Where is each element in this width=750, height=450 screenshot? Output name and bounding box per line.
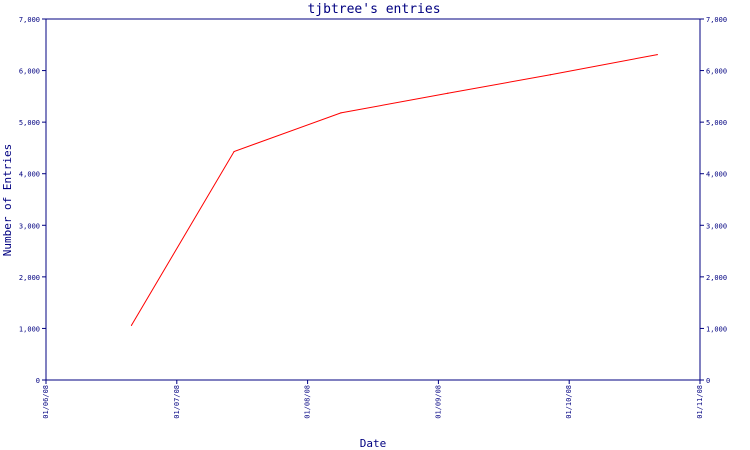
y-tick-label-right: 4,000	[706, 171, 727, 179]
y-tick-label-left: 4,000	[19, 171, 40, 179]
y-tick-label-left: 3,000	[19, 222, 40, 230]
y-tick-label-left: 7,000	[19, 16, 40, 24]
ticks-layer: 0 0 1,000 1,000 2,000 2,000 3,000 3,000 4,000 4,0…	[19, 16, 727, 419]
y-tick-label-right: 3,000	[706, 222, 727, 230]
series-line	[131, 54, 658, 326]
y-tick-label-right: 5,000	[706, 119, 727, 127]
y-tick-label-left: 6,000	[19, 68, 40, 76]
series-point	[340, 112, 342, 114]
y-axis-label: Number of Entries	[1, 144, 14, 257]
y-tick-label-right: 7,000	[706, 16, 727, 24]
plot-frame	[45, 18, 701, 381]
y-tick-label-right: 0	[706, 377, 710, 385]
x-tick-label: 01/11/08	[696, 385, 704, 419]
y-tick-label-left: 0	[36, 377, 40, 385]
y-tick-label-left: 5,000	[19, 119, 40, 127]
series-point	[656, 53, 658, 56]
chart-title: tjbtree's entries	[307, 2, 440, 17]
series-point	[447, 92, 449, 94]
y-tick-label-right: 2,000	[706, 274, 727, 282]
y-tick-label-right: 6,000	[706, 68, 727, 76]
y-tick-label-right: 1,000	[706, 325, 727, 333]
x-tick-label: 01/06/08	[42, 385, 50, 419]
x-tick-label: 01/09/08	[434, 385, 442, 419]
x-tick-label: 01/08/08	[304, 385, 312, 419]
series-point	[549, 74, 551, 76]
y-tick-label-left: 2,000	[19, 274, 40, 282]
series-layer	[130, 53, 658, 326]
x-tick-label: 01/07/08	[173, 385, 181, 419]
y-tick-label-left: 1,000	[19, 325, 40, 333]
x-axis-label: Date	[360, 437, 387, 450]
x-tick-label: 01/10/08	[565, 385, 573, 419]
series-point	[130, 324, 133, 326]
series-point	[233, 150, 235, 153]
